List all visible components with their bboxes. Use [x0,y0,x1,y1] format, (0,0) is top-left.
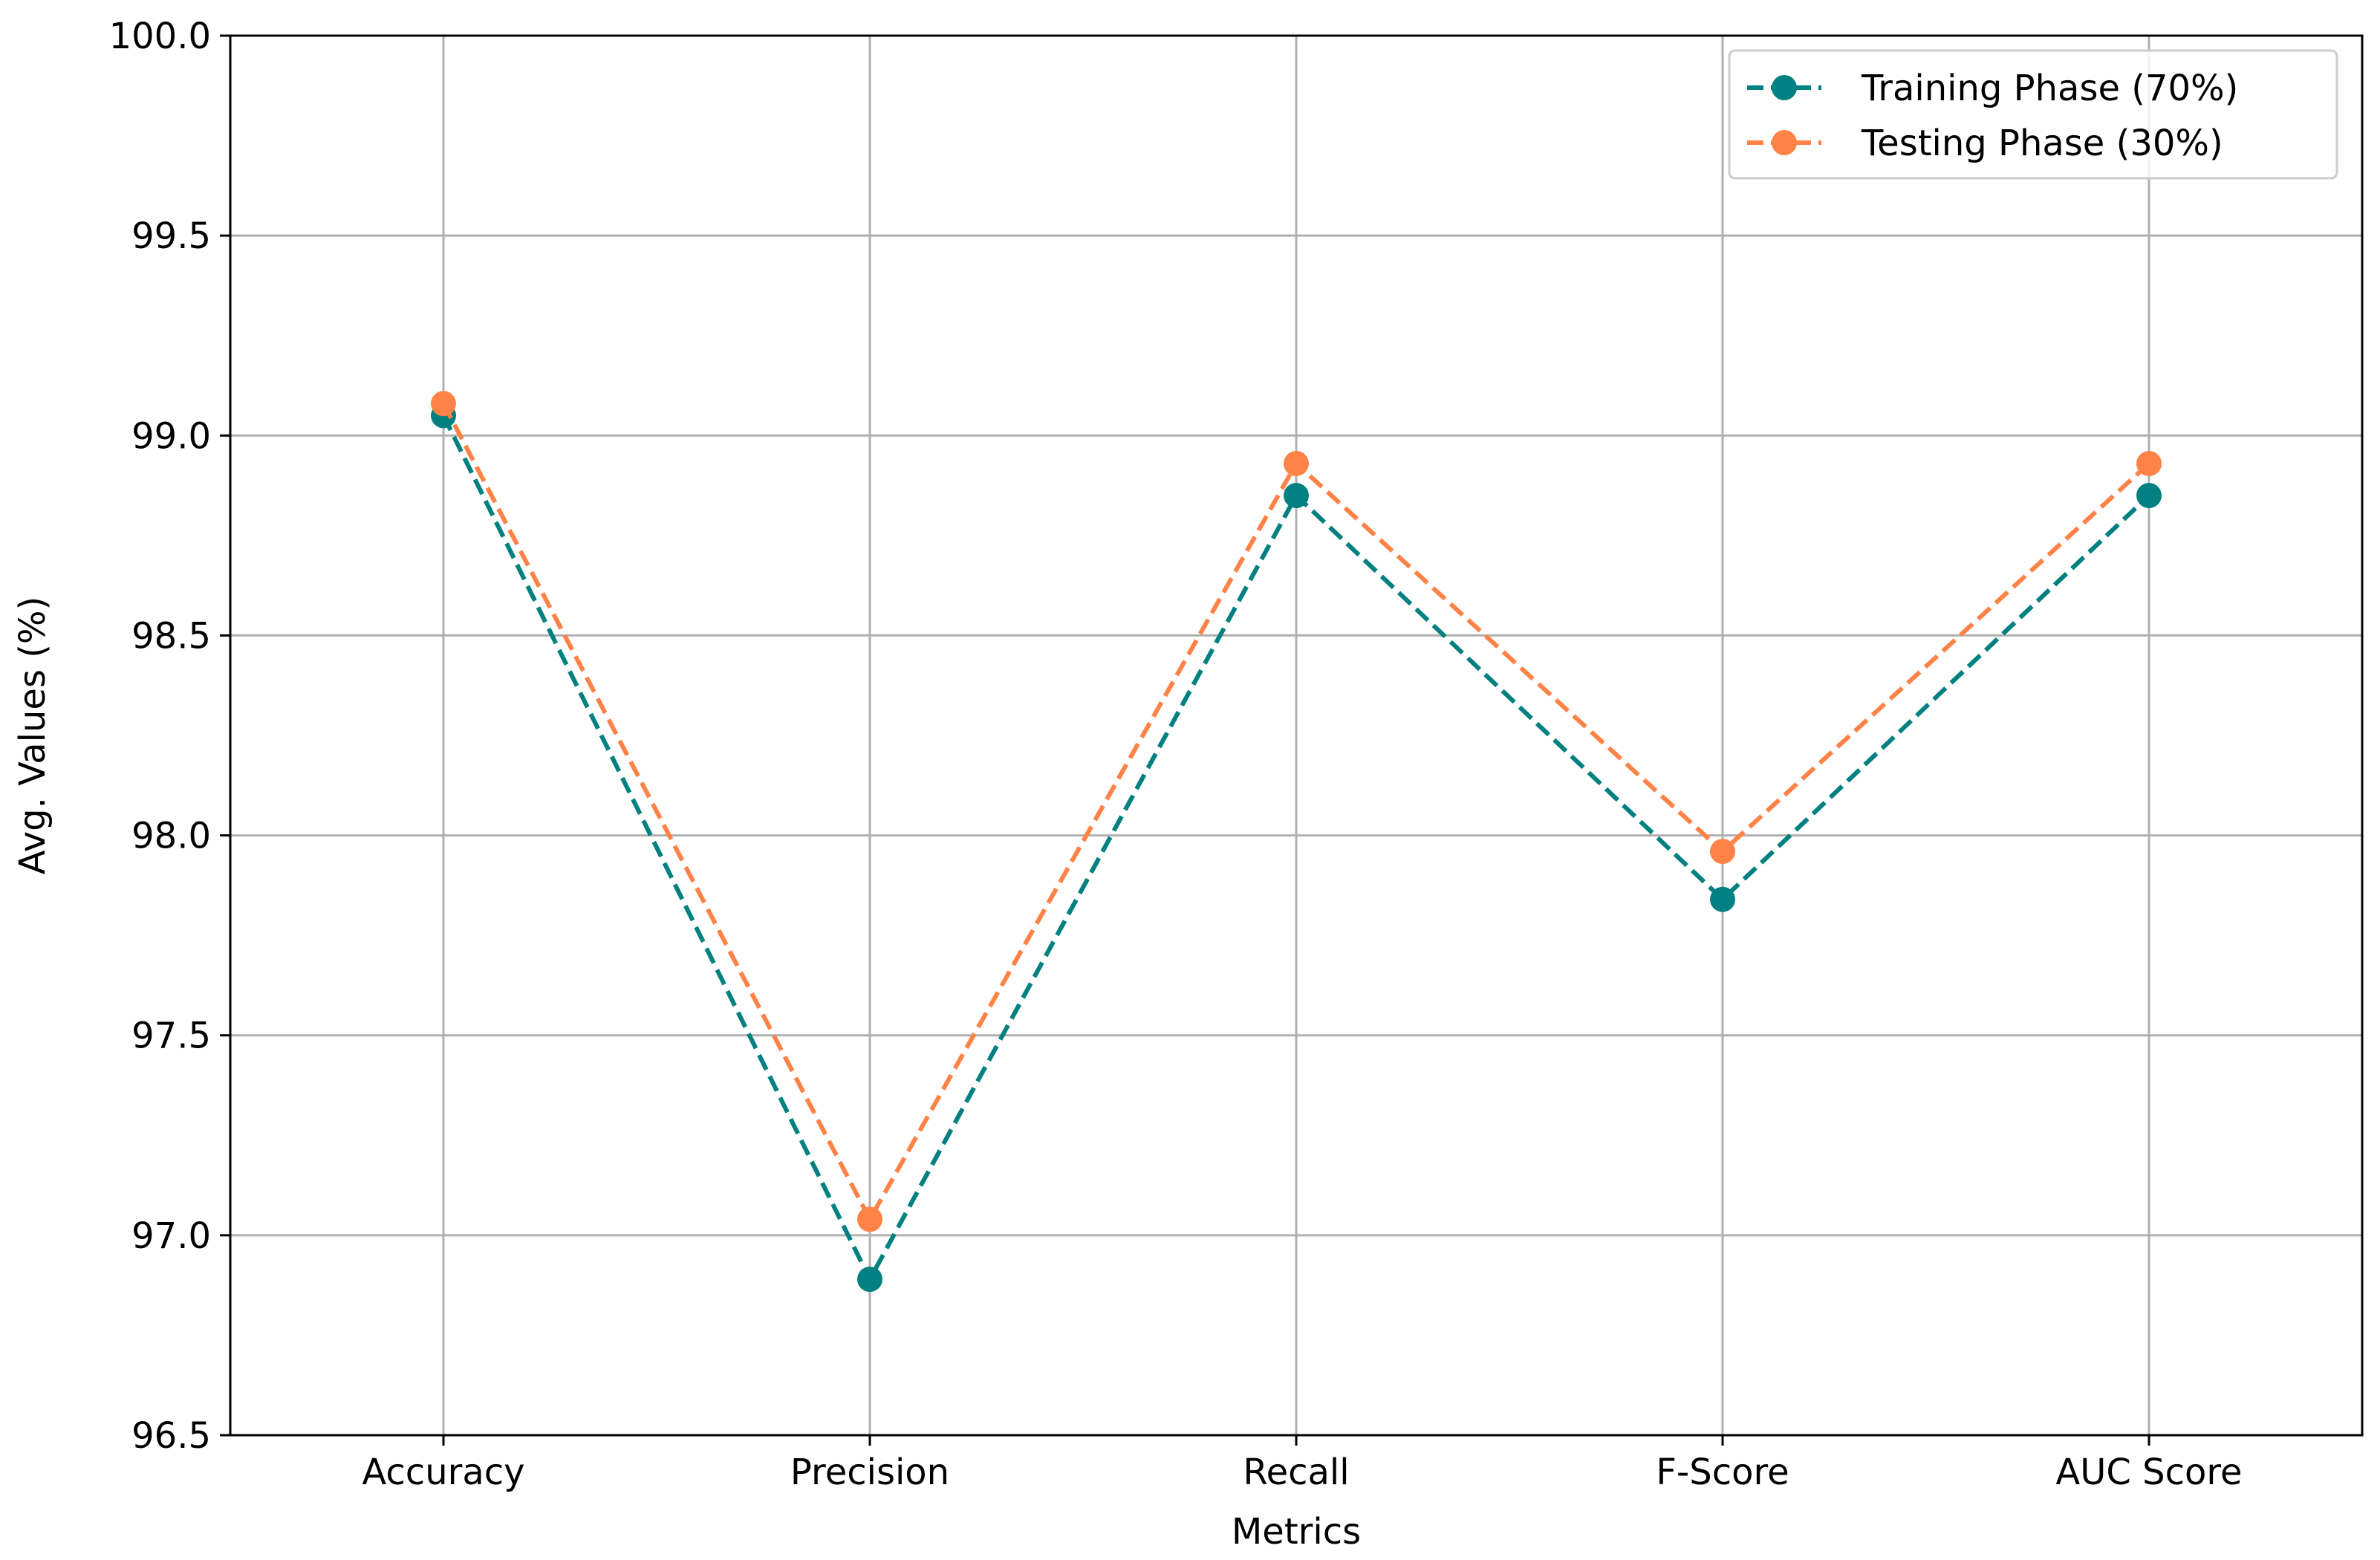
data-point-1 [1284,450,1309,476]
series-layer [431,391,2162,1293]
y-tick-label: 97.5 [131,1015,211,1057]
data-point-1 [431,391,456,417]
x-axis-title: Metrics [1232,1511,1361,1553]
y-tick-label: 98.5 [131,615,211,657]
y-axis: 96.5 97.0 97.5 98.0 98.5 99.0 99.5 100.0 [109,16,230,1457]
legend-box [1728,49,2338,180]
y-tick-label: 99.0 [131,415,211,457]
legend-label-0: Training Phase (70%) [1861,68,2238,109]
x-tick-label: Precision [790,1452,949,1493]
grid-layer [230,34,2362,1437]
x-tick-label: F-Score [1656,1452,1789,1493]
y-tick-label: 97.0 [131,1215,211,1257]
legend-marker-0 [1772,75,1797,100]
x-tick-label: Recall [1243,1452,1349,1493]
data-point-0 [1284,483,1309,509]
data-point-1 [1710,839,1735,865]
x-tick-label: Accuracy [362,1452,524,1493]
y-tick-label: 98.0 [131,816,211,857]
y-axis-title: Avg. Values (%) [12,597,53,875]
data-point-1 [857,1206,882,1232]
y-tick-label: 96.5 [131,1415,211,1457]
data-point-0 [1710,886,1735,912]
data-point-0 [2136,483,2162,509]
y-tick-label: 99.5 [131,215,211,257]
legend-marker-1 [1772,130,1797,155]
x-axis: Accuracy Precision Recall F-Score AUC Score [362,1435,2243,1493]
x-tick-label: AUC Score [2055,1452,2242,1493]
legend-label-1: Testing Phase (30%) [1861,123,2223,164]
y-tick-label: 100.0 [109,16,211,57]
legend: Training Phase (70%) Testing Phase (30%) [1728,49,2338,180]
data-point-0 [857,1267,882,1293]
data-point-1 [2136,450,2162,476]
